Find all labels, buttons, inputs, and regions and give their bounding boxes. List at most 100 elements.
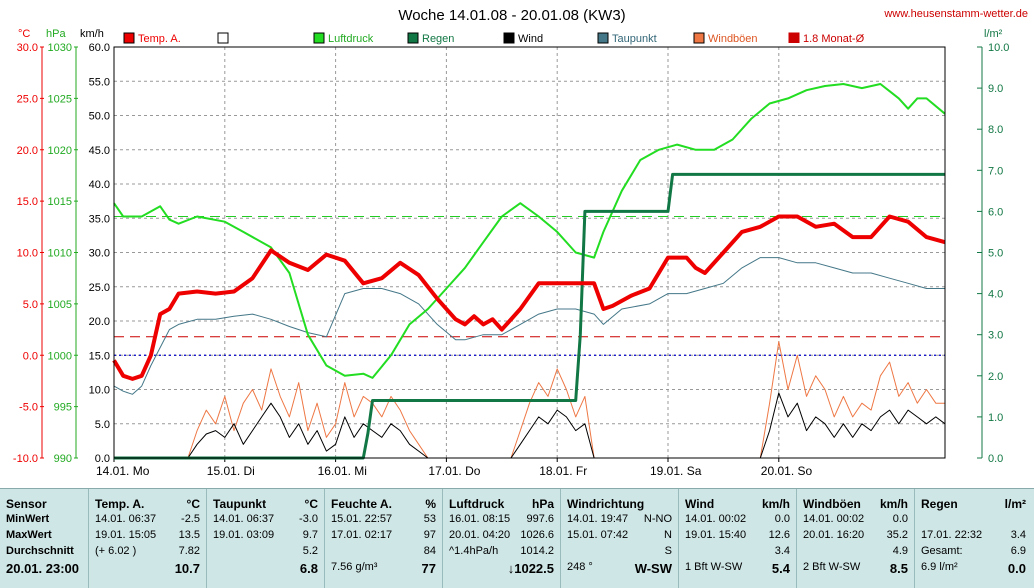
- cell-head-value: km/h: [761, 497, 790, 511]
- cell-cur-left: 7.56 g/m³: [331, 561, 378, 573]
- current-date: 20.01. 23:00: [6, 561, 80, 576]
- cell-avg-value: 3.4: [774, 545, 790, 557]
- temp-tick-label: -10.0: [13, 453, 38, 465]
- cell-max-left: 19.01. 15:05: [95, 529, 157, 541]
- plot-frame: [113, 46, 946, 459]
- cell-head-left: Regen: [921, 497, 958, 511]
- wind-tick-label: 30.0: [89, 248, 110, 260]
- series-line-temp: [112, 214, 946, 381]
- rain-tick-label: 5.0: [988, 248, 1003, 260]
- col-3: Feuchte A.% 15.01. 22:57 53 17.01. 02:17 97 8…: [324, 489, 442, 588]
- cell-min-value: -2.5: [181, 513, 200, 525]
- rain-tick-label: 4.0: [988, 289, 1003, 301]
- cell-row-max: 17.01. 02:17 97: [331, 529, 436, 544]
- cell-min-value: 53: [423, 513, 436, 525]
- cell-avg-value: 6.9: [1010, 545, 1026, 557]
- series-line-dew: [113, 257, 945, 395]
- wind-tick-label: 0.0: [95, 453, 110, 465]
- cell-row-max: 17.01. 22:32 3.4: [921, 529, 1026, 544]
- cell-avg-left: Gesamt:: [921, 545, 963, 557]
- temp-tick-label: 0.0: [23, 350, 38, 362]
- cell-row-head: Taupunkt °C: [213, 497, 318, 512]
- cell-max-left: 20.01. 16:20: [803, 529, 865, 541]
- series-line-press: [113, 83, 946, 379]
- cell-row-max: 15.01. 07:42 N: [567, 529, 672, 544]
- cell-min-left: 14.01. 06:37: [213, 513, 275, 525]
- cell-row-avg: ^1.4hPa/h 1014.2: [449, 545, 554, 560]
- cell-cur-left: 6.9 l/m²: [921, 561, 958, 573]
- legend-swatch-gust: [693, 32, 705, 44]
- press-tick-label: 995: [54, 402, 72, 414]
- cell-max-value: N: [664, 529, 672, 541]
- temp-tick-label: 20.0: [17, 145, 38, 157]
- wind-tick-label: 25.0: [89, 282, 110, 294]
- legend-swatch-press: [313, 32, 325, 44]
- series-line-gust: [114, 341, 945, 459]
- cell-avg-left: ^1.4hPa/h: [449, 545, 499, 557]
- col-5: Windrichtung 14.01. 19:47 N-NO 15.01. 07:42…: [560, 489, 678, 588]
- cell-min-value: N-NO: [643, 513, 672, 525]
- col-8: Regen l/m² 17.01. 22:32 3.4 Gesamt: 6.9 6.9 l/…: [914, 489, 1032, 588]
- cell-max-left: 17.01. 02:17: [331, 529, 393, 541]
- cell-head-value: °C: [304, 497, 318, 511]
- cell-max-value: 1026.6: [520, 529, 554, 541]
- rain-tick-label: 6.0: [988, 206, 1003, 218]
- cell-max-value: 13.5: [178, 529, 200, 541]
- legend-label-dew: Taupunkt: [612, 33, 657, 45]
- cell-cur-value: ↓1022.5: [507, 561, 554, 576]
- legend: Temp. A. Luftdruck Regen Wind Taupunkt Windbö…: [123, 32, 865, 45]
- cell-max-left: 15.01. 07:42: [567, 529, 629, 541]
- cell-cur-left: 248 °: [567, 561, 593, 573]
- cell-row-cur: 10.7: [95, 561, 200, 576]
- cell-max-left: 20.01. 04:20: [449, 529, 511, 541]
- row-label: Sensor: [6, 497, 47, 511]
- cell-min-value: -3.0: [299, 513, 318, 525]
- cell-row-cur: 2 Bft W-SW 8.5: [803, 561, 908, 576]
- legend-swatch-temp: [123, 32, 135, 44]
- site-url: www.heusenstamm-wetter.de: [883, 8, 1028, 20]
- rain-axis-unit: l/m²: [984, 28, 1003, 40]
- cell-min-left: 14.01. 06:37: [95, 513, 157, 525]
- col-4: Luftdruck hPa 16.01. 08:15 997.6 20.01. 04:2…: [442, 489, 560, 588]
- col-2: Taupunkt °C 14.01. 06:37 -3.0 19.01. 03:09 9.…: [206, 489, 324, 588]
- cell-row-head: Luftdruck hPa: [449, 497, 554, 512]
- press-tick-label: 1015: [48, 196, 72, 208]
- press-tick-label: 1025: [48, 93, 72, 105]
- cell-row-min: 14.01. 06:37 -2.5: [95, 513, 200, 528]
- cell-min-left: 14.01. 00:02: [685, 513, 747, 525]
- cell-head-value: °C: [186, 497, 200, 511]
- cell-max-left: 17.01. 22:32: [921, 529, 983, 541]
- wind-tick-label: 5.0: [95, 419, 110, 431]
- legend-label-press: Luftdruck: [328, 33, 374, 45]
- rain-tick-label: 10.0: [988, 42, 1009, 54]
- x-tick-label: 19.01. Sa: [650, 464, 702, 478]
- cell-min-left: 16.01. 08:15: [449, 513, 511, 525]
- series-layer: [112, 83, 946, 460]
- cell-avg-value: S: [664, 545, 672, 557]
- wind-tick-label: 45.0: [89, 145, 110, 157]
- rain-tick-label: 7.0: [988, 165, 1003, 177]
- cell-row-avg: 5.2: [213, 545, 318, 560]
- cell-min-left: 14.01. 19:47: [567, 513, 629, 525]
- legend-label-avg: 1.8 Monat-Ø: [803, 33, 865, 45]
- cell-head-left: Windböen: [803, 497, 861, 511]
- col-6: Wind km/h 14.01. 00:02 0.0 19.01. 15:40 12.6 3…: [678, 489, 796, 588]
- cell-row-cur: 1 Bft W-SW 5.4: [685, 561, 790, 576]
- temp-tick-label: 5.0: [23, 299, 38, 311]
- cell-row-avg: 84: [331, 545, 436, 560]
- cell-head-value: km/h: [879, 497, 908, 511]
- temp-tick-label: 15.0: [17, 196, 38, 208]
- cell-row-head: Feuchte A.%: [331, 497, 436, 512]
- cell-row-head: Temp. A. °C: [95, 497, 200, 512]
- stats-table: Sensor MinWert MaxWert Durchschnitt 20.01. 2…: [0, 488, 1034, 588]
- press-tick-label: 1000: [48, 350, 72, 362]
- temp-tick-label: 10.0: [17, 248, 38, 260]
- legend-swatch-wind: [503, 32, 515, 44]
- cell-row-cur: 6.8: [213, 561, 318, 576]
- press-tick-label: 1020: [48, 145, 72, 157]
- legend-label-gust: Windböen: [708, 33, 758, 45]
- cell-avg-value: 4.9: [892, 545, 908, 557]
- cell-max-value: 35.2: [886, 529, 908, 541]
- wind-tick-label: 50.0: [89, 111, 110, 123]
- cell-head-left: Taupunkt: [213, 497, 267, 511]
